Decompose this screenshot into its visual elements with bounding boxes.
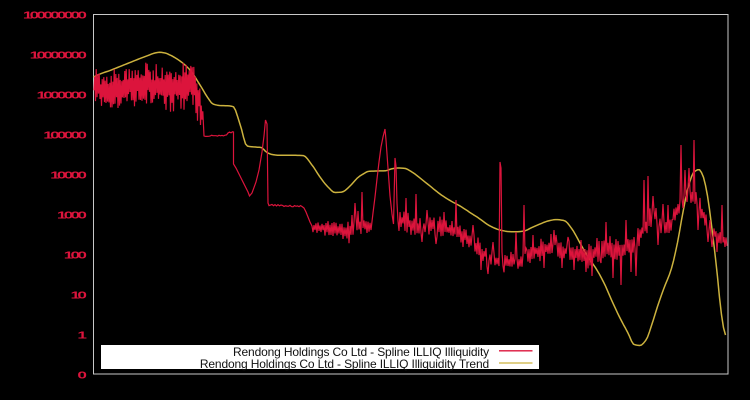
svg-text:1: 1 [77, 329, 87, 340]
svg-text:100000: 100000 [43, 129, 87, 140]
svg-text:Rendong Holdings Co Ltd - Spli: Rendong Holdings Co Ltd - Spline ILLIQ I… [233, 345, 489, 359]
svg-text:0: 0 [77, 369, 87, 380]
svg-text:1000: 1000 [57, 209, 87, 220]
svg-text:10000000: 10000000 [30, 49, 87, 60]
svg-text:10000: 10000 [50, 169, 87, 180]
svg-text:10: 10 [71, 289, 88, 300]
svg-text:100000000: 100000000 [23, 9, 87, 20]
svg-text:1000000: 1000000 [36, 89, 87, 100]
svg-text:100: 100 [64, 249, 87, 260]
svg-text:Rendong Holdings Co Ltd - Spli: Rendong Holdings Co Ltd - Spline ILLIQ I… [200, 357, 489, 371]
